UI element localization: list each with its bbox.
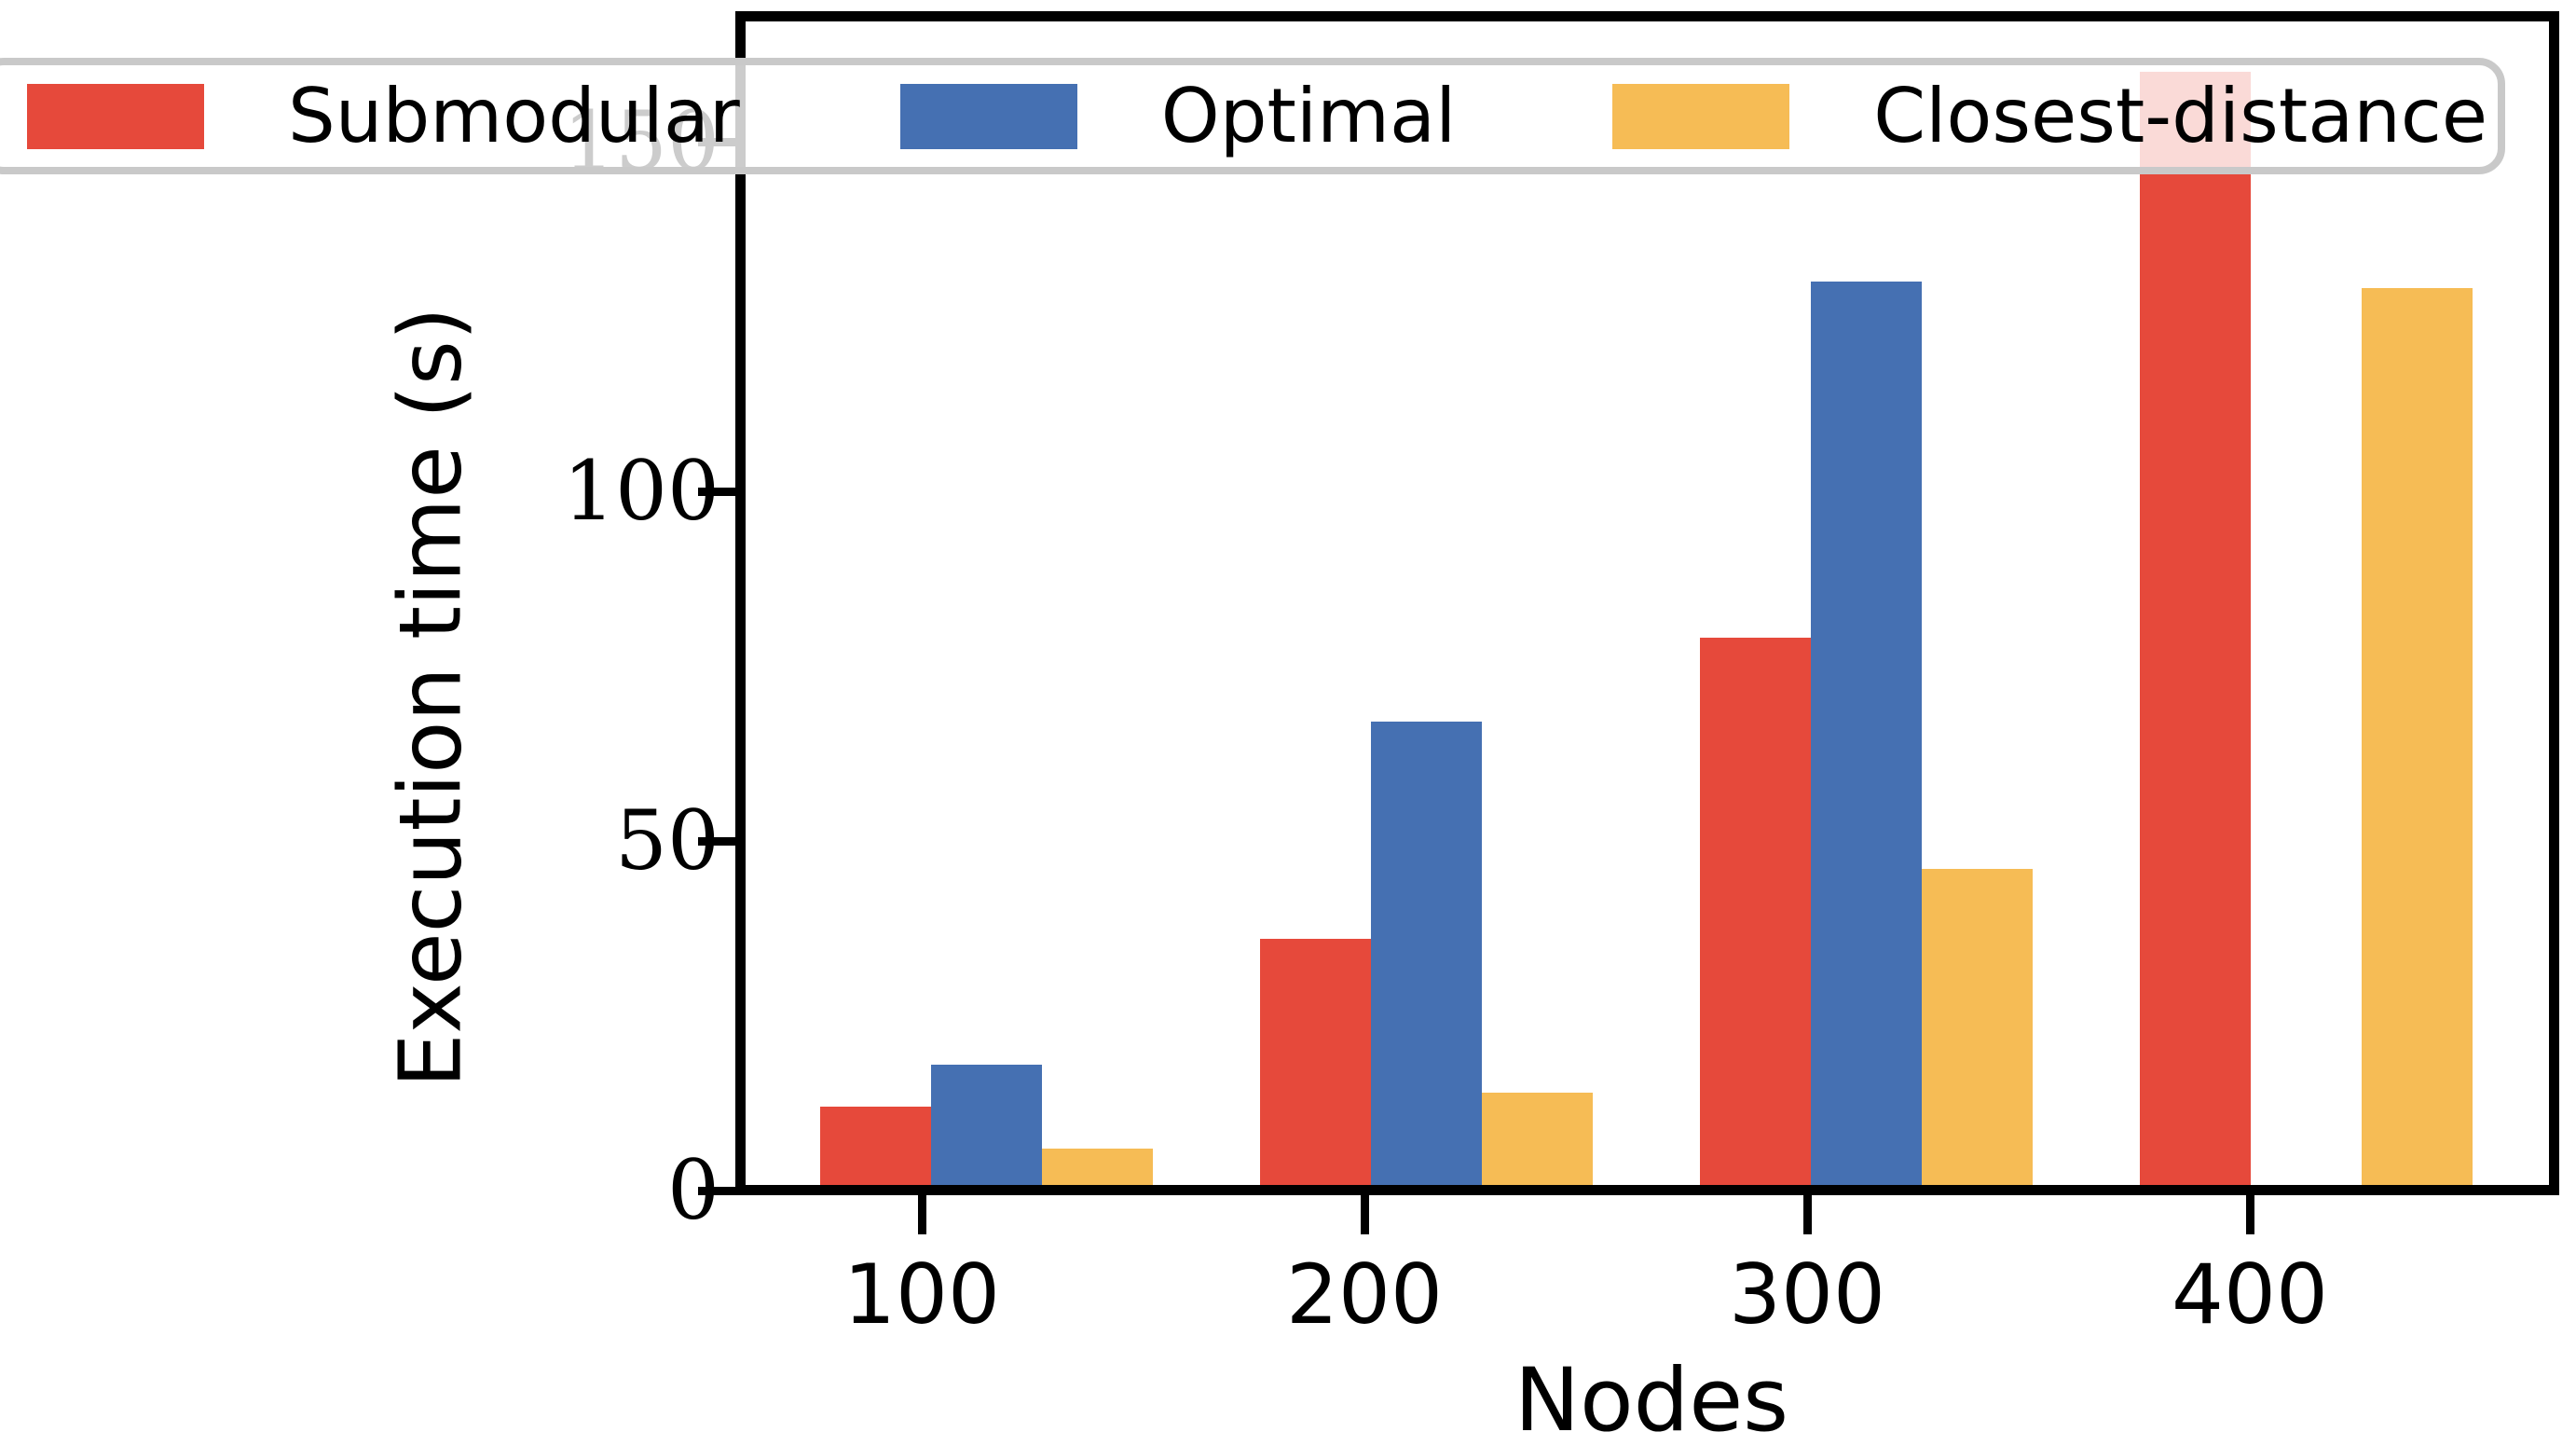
legend-label-closest-distance: Closest-distance [1873,73,2488,159]
x-axis-label: Nodes [1514,1350,1789,1446]
y-axis-label: Execution time (s) [380,307,481,1088]
x-tick-mark [918,1195,926,1234]
x-tick-label: 300 [1729,1246,1885,1343]
bar-submodular-200 [1260,939,1371,1185]
legend-swatch-optimal [899,83,1077,149]
legend-swatch-closest-distance [1612,83,1790,149]
plot-area [735,11,2559,1195]
bar-optimal-200 [1371,722,1482,1185]
legend-label-optimal: Optimal [1160,73,1457,159]
bar-optimal-100 [931,1065,1042,1185]
x-tick-mark [2246,1195,2254,1234]
legend-swatch-submodular [27,83,204,149]
y-tick-mark [698,837,735,846]
bar-submodular-100 [820,1107,931,1185]
y-tick-mark [698,488,735,496]
x-tick-label: 100 [843,1246,1000,1343]
bar-submodular-400 [2140,72,2251,1185]
bar-closest-distance-200 [1482,1093,1593,1185]
legend-item-submodular: Submodular [27,73,740,159]
bar-submodular-300 [1700,638,1811,1185]
x-tick-mark [1803,1195,1812,1234]
y-tick-label: 0 [667,1142,719,1238]
bar-optimal-300 [1811,282,1922,1185]
legend-item-optimal: Optimal [899,73,1457,159]
bar-closest-distance-300 [1922,869,2033,1185]
bar-closest-distance-100 [1042,1149,1153,1185]
y-tick-label: 100 [563,443,719,539]
x-tick-label: 200 [1286,1246,1443,1343]
x-tick-mark [1361,1195,1369,1234]
x-tick-label: 400 [2172,1246,2328,1343]
legend-item-closest-distance: Closest-distance [1612,73,2487,159]
y-tick-label: 50 [615,792,719,888]
y-tick-mark [698,1187,735,1195]
legend-box: Submodular Optimal Closest-distance [0,58,2505,174]
legend-label-submodular: Submodular [288,73,740,159]
bar-closest-distance-400 [2362,288,2473,1185]
